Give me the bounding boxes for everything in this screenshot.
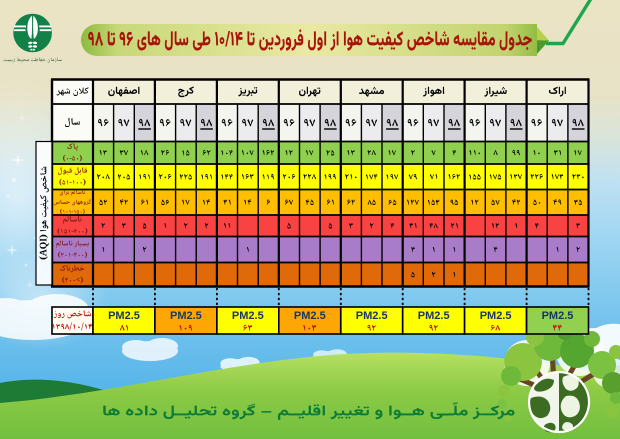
svg-text:PM2.5: PM2.5 xyxy=(294,310,326,322)
svg-text:PM2.5: PM2.5 xyxy=(480,310,512,322)
svg-text:PM2.5: PM2.5 xyxy=(542,310,574,322)
svg-text:PM2.5: PM2.5 xyxy=(418,310,450,322)
svg-text:PM2.5: PM2.5 xyxy=(170,310,202,322)
svg-text:PM2.5: PM2.5 xyxy=(232,310,264,322)
svg-text:PM2.5: PM2.5 xyxy=(108,310,140,322)
svg-text:PM2.5: PM2.5 xyxy=(356,310,388,322)
